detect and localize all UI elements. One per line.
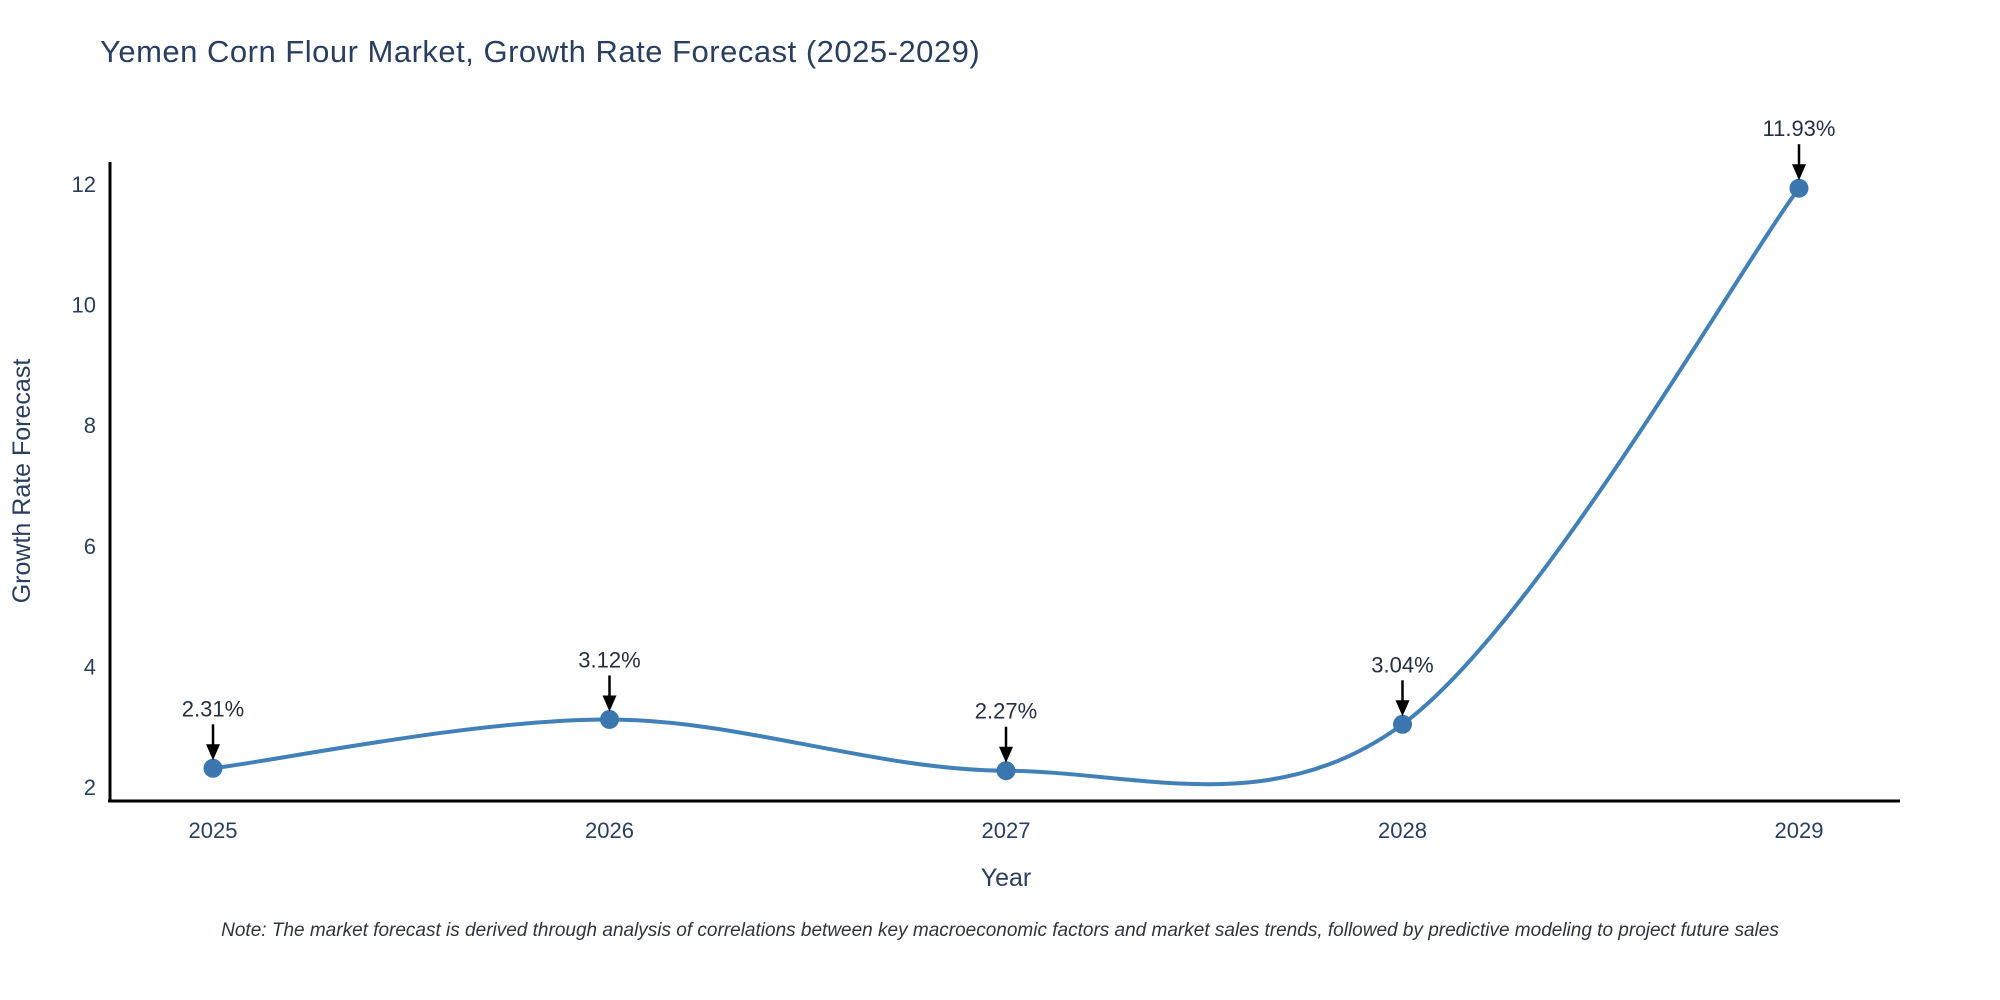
y-tick-label: 6	[84, 534, 96, 559]
point-value-label: 11.93%	[1763, 116, 1836, 141]
x-tick-label: 2027	[982, 818, 1031, 843]
data-series	[203, 178, 1809, 787]
y-tick-label: 12	[72, 172, 96, 197]
point-value-label: 2.27%	[975, 699, 1037, 724]
data-point-marker	[996, 761, 1016, 781]
x-tick-label: 2028	[1378, 818, 1427, 843]
tick-labels: 2 4 6 8 10 12 2025 2026 2027 2028 2029	[72, 172, 1824, 843]
footnote: Note: The market forecast is derived thr…	[221, 920, 1779, 941]
point-value-label: 2.31%	[182, 696, 244, 721]
chart-title: Yemen Corn Flour Market, Growth Rate For…	[100, 34, 981, 69]
point-value-label: 3.12%	[578, 647, 640, 672]
axes	[108, 162, 1900, 803]
point-value-label: 3.04%	[1371, 652, 1433, 677]
y-tick-label: 8	[84, 413, 96, 438]
annotations: 2.31% 3.12% 2.27% 3.04% 11.93%	[182, 116, 1836, 763]
x-tick-label: 2026	[585, 818, 634, 843]
data-point-marker	[203, 758, 223, 778]
forecast-line	[211, 186, 1801, 787]
y-axis-title: Growth Rate Forecast	[8, 359, 36, 604]
annotation-arrowhead	[1395, 700, 1410, 717]
data-point-marker	[1789, 178, 1809, 198]
annotation-arrowhead	[602, 695, 617, 712]
annotation-arrowhead	[999, 746, 1013, 763]
x-tick-label: 2025	[189, 818, 238, 843]
data-point-marker	[1393, 714, 1412, 734]
x-axis-title: Year	[981, 864, 1032, 892]
y-tick-label: 4	[84, 654, 96, 679]
x-tick-label: 2029	[1775, 818, 1824, 843]
y-tick-label: 2	[84, 775, 96, 800]
annotation-arrowhead	[206, 744, 220, 761]
y-tick-label: 10	[72, 293, 96, 318]
data-point-marker	[600, 709, 619, 729]
annotation-arrowhead	[1792, 164, 1806, 181]
